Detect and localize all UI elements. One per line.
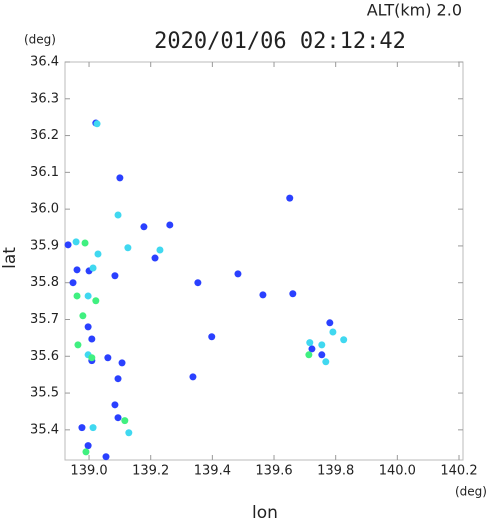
x-axis-label: lon [252, 503, 278, 521]
echo-point [111, 401, 119, 409]
echo-point [89, 424, 97, 432]
y-tick-label: 35.4 [30, 422, 59, 437]
y-unit: (deg) [24, 33, 56, 47]
echo-point [116, 174, 124, 182]
echo-point [308, 345, 316, 353]
echo-point [93, 120, 101, 128]
echo-point [326, 319, 334, 327]
y-tick-label: 35.6 [30, 349, 59, 364]
y-tick-label: 36.0 [30, 202, 59, 217]
echo-point [318, 351, 326, 359]
chart-title: 2020/01/06 02:12:42 [154, 29, 406, 54]
echo-point [208, 333, 216, 341]
echo-point [114, 414, 122, 422]
y-tick-label: 35.8 [30, 275, 59, 290]
y-tick-label: 35.5 [30, 386, 59, 401]
echo-point [125, 429, 133, 437]
echo-point [81, 239, 89, 247]
echo-point [84, 323, 92, 331]
y-tick-label: 36.1 [30, 165, 59, 180]
echo-point [88, 335, 96, 343]
echo-point [94, 250, 102, 258]
y-tick-label: 36.2 [30, 128, 59, 143]
echo-point [102, 453, 110, 461]
echo-point [118, 359, 126, 367]
echo-point [78, 424, 86, 432]
echo-point [234, 270, 242, 278]
echo-point [289, 290, 297, 298]
echo-point [79, 312, 87, 320]
y-tick-label: 36.3 [30, 91, 59, 106]
echo-point [73, 266, 81, 274]
echo-point [124, 244, 132, 252]
echo-point [69, 279, 77, 287]
echo-point [156, 246, 164, 254]
echo-point [92, 297, 100, 305]
echo-point [151, 254, 159, 262]
echo-point [329, 328, 337, 336]
echo-point [114, 211, 122, 219]
y-axis-label: lat [0, 247, 20, 269]
x-unit: (deg) [455, 485, 487, 499]
echo-point [166, 221, 174, 229]
plot-frame [64, 61, 464, 461]
echo-point [340, 336, 348, 344]
x-tick-label: 140.0 [379, 464, 416, 479]
echo-point [114, 375, 122, 383]
x-tick-label: 139.8 [317, 464, 354, 479]
y-tick-label: 36.4 [30, 55, 59, 70]
echo-point [89, 264, 97, 272]
x-tick-label: 140.2 [440, 464, 477, 479]
echo-point [104, 354, 112, 362]
echo-point [74, 341, 82, 349]
echo-point [84, 292, 92, 300]
echo-point [318, 341, 326, 349]
echo-point [322, 358, 330, 366]
y-tick-label: 35.7 [30, 312, 59, 327]
echo-point [306, 339, 314, 347]
y-tick-label: 35.9 [30, 238, 59, 253]
x-tick-label: 139.2 [132, 464, 169, 479]
echo-point [84, 442, 92, 450]
x-tick-label: 139.6 [255, 464, 292, 479]
echo-point [64, 241, 72, 249]
x-tick-label: 139.4 [194, 464, 231, 479]
echo-point [305, 351, 313, 359]
echo-point [140, 223, 148, 231]
echo-point [121, 417, 129, 425]
x-tick-label: 139.0 [70, 464, 107, 479]
echo-point [88, 354, 96, 362]
subtitle: ALT(km) 2.0 [367, 1, 462, 20]
echo-point [111, 272, 119, 280]
echo-point [72, 238, 80, 246]
echo-point [259, 291, 267, 299]
echo-point [194, 279, 202, 287]
echo-point [73, 292, 81, 300]
echo-point [286, 194, 294, 202]
echo-point [189, 373, 197, 381]
echo-point [82, 448, 90, 456]
